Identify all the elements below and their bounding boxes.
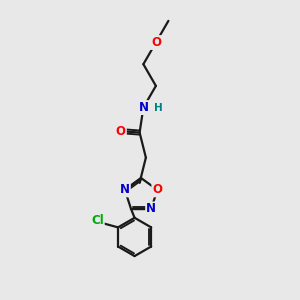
- Text: H: H: [154, 103, 163, 112]
- Text: O: O: [151, 36, 161, 49]
- Text: O: O: [152, 183, 162, 196]
- Text: N: N: [138, 101, 148, 114]
- Text: O: O: [116, 124, 126, 138]
- Text: Cl: Cl: [91, 214, 104, 226]
- Text: N: N: [146, 202, 156, 215]
- Text: N: N: [120, 183, 130, 196]
